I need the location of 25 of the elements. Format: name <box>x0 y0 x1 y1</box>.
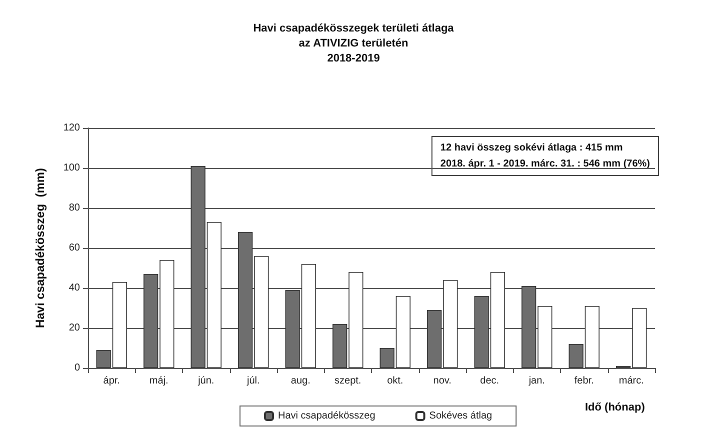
y-tick-label: 40 <box>68 282 80 294</box>
x-axis-title: Idő (hónap) <box>585 402 646 414</box>
x-tick-label: okt. <box>387 376 404 386</box>
y-tick-label: 120 <box>63 122 80 134</box>
y-tick-label: 100 <box>63 162 80 174</box>
x-tick-label: jún. <box>197 376 214 386</box>
y-axis-title: Havi csapadékösszeg (mm) <box>33 168 47 328</box>
y-tick-label: 20 <box>68 322 80 334</box>
y-tick-label: 80 <box>68 202 80 214</box>
x-tick-label: júl. <box>246 376 260 386</box>
x-tick-label: dec. <box>480 376 500 386</box>
x-tick-label: jan. <box>528 376 545 386</box>
x-tick-label: febr. <box>574 376 594 386</box>
y-tick-label: 60 <box>68 242 80 254</box>
x-tick-label: máj. <box>149 376 168 386</box>
legend-label: Sokéves átlag <box>429 410 492 422</box>
x-tick-label: szept. <box>334 376 362 386</box>
legend-label: Havi csapadékösszeg <box>278 410 376 422</box>
chart-title: Havi csapadékösszegek területi átlaga az ATIVIZIG területén 2018-2019 <box>253 22 455 64</box>
x-tick-label: aug. <box>290 376 310 386</box>
annotation: 12 havi összeg sokévi átlaga : 415 mm 2018. ápr. 1 - 2019. márc. 31. : 546 mm (76%) <box>440 142 650 170</box>
x-tick-label: nov. <box>433 376 452 386</box>
y-tick-label: 0 <box>74 362 80 374</box>
x-tick-label: ápr. <box>103 376 120 386</box>
x-tick-label: márc. <box>618 376 644 386</box>
